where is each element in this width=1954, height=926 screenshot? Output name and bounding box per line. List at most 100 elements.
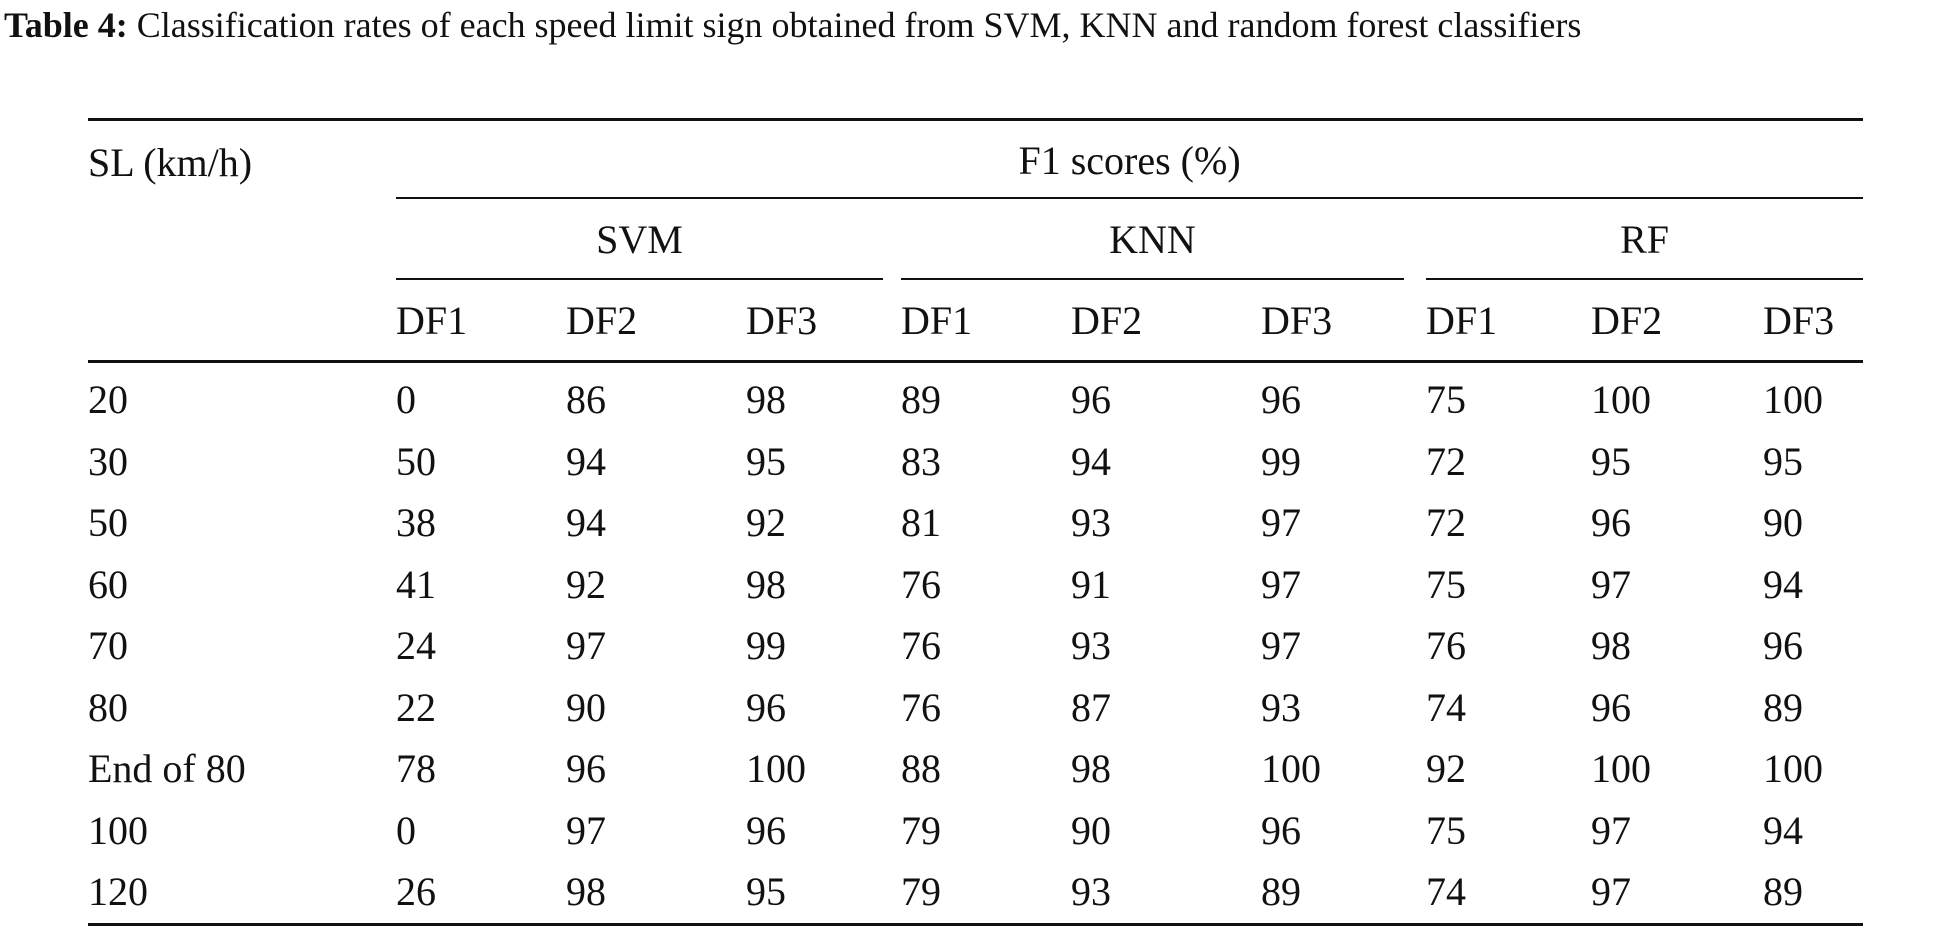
value-cell: 94 bbox=[566, 438, 606, 484]
value-cell: 89 bbox=[1763, 869, 1803, 915]
value-cell: 95 bbox=[1591, 438, 1631, 484]
value-cell: 98 bbox=[1071, 746, 1111, 792]
value-cell: 95 bbox=[746, 869, 786, 915]
table-caption: Table 4: Classification rates of each sp… bbox=[4, 2, 1950, 49]
value-cell: 96 bbox=[1763, 623, 1803, 669]
value-cell: 87 bbox=[1071, 684, 1111, 730]
value-cell: 41 bbox=[396, 561, 436, 607]
table-body: 20 0 86 98 89 96 96 75 100 100 30 50 94 95 83 94 99 72 95 9… bbox=[88, 362, 1864, 924]
value-cell: 96 bbox=[746, 684, 786, 730]
value-cell: 79 bbox=[901, 807, 941, 853]
table-row: 70 24 97 99 76 93 97 76 98 96 bbox=[88, 615, 1863, 677]
value-cell: 94 bbox=[566, 500, 606, 546]
row-label-cell: 60 bbox=[88, 561, 128, 607]
value-cell: 79 bbox=[901, 869, 941, 915]
value-cell: 75 bbox=[1426, 377, 1466, 423]
value-cell: 94 bbox=[1071, 438, 1111, 484]
value-cell: 98 bbox=[566, 869, 606, 915]
value-cell: 89 bbox=[901, 377, 941, 423]
value-cell: 72 bbox=[1426, 500, 1466, 546]
table-row: 50 38 94 92 81 93 97 72 96 90 bbox=[88, 492, 1863, 554]
value-cell: 83 bbox=[901, 438, 941, 484]
row-label-cell: 20 bbox=[88, 377, 128, 423]
group-header-knn: KNN bbox=[901, 199, 1426, 280]
value-cell: 96 bbox=[1261, 377, 1301, 423]
subcolumn-header: DF2 bbox=[566, 297, 638, 343]
subcolumn-header: DF2 bbox=[1591, 297, 1663, 343]
value-cell: 97 bbox=[566, 807, 606, 853]
spanning-header-rule bbox=[396, 197, 1864, 199]
value-cell: 89 bbox=[1763, 684, 1803, 730]
value-cell: 97 bbox=[566, 623, 606, 669]
group-header-label: RF bbox=[1620, 217, 1670, 262]
value-cell: 76 bbox=[901, 684, 941, 730]
value-cell: 72 bbox=[1426, 438, 1466, 484]
value-cell: 97 bbox=[1261, 500, 1301, 546]
row-label-cell: 30 bbox=[88, 438, 128, 484]
value-cell: 93 bbox=[1261, 684, 1301, 730]
value-cell: 90 bbox=[1763, 500, 1803, 546]
subcolumn-header: DF1 bbox=[901, 297, 973, 343]
subcolumn-header: DF3 bbox=[746, 297, 818, 343]
spanning-header-f1: F1 scores (%) bbox=[396, 120, 1864, 199]
header-row-2: SVM KNN RF bbox=[88, 199, 1864, 280]
row-label-cell: 100 bbox=[88, 807, 148, 853]
table-row: End of 80 78 96 100 88 98 100 92 100 100 bbox=[88, 738, 1863, 800]
value-cell: 99 bbox=[746, 623, 786, 669]
subcolumn-header: DF3 bbox=[1763, 297, 1835, 343]
value-cell: 95 bbox=[1763, 438, 1803, 484]
header-row-3: DF1 DF2 DF3 DF1 DF2 DF3 DF1 DF2 DF3 bbox=[88, 280, 1864, 362]
value-cell: 94 bbox=[1763, 807, 1803, 853]
value-cell: 100 bbox=[1591, 746, 1651, 792]
value-cell: 98 bbox=[746, 561, 786, 607]
value-cell: 96 bbox=[746, 807, 786, 853]
row-header-sl: SL (km/h) bbox=[88, 140, 253, 185]
value-cell: 91 bbox=[1071, 561, 1111, 607]
value-cell: 74 bbox=[1426, 869, 1466, 915]
value-cell: 93 bbox=[1071, 623, 1111, 669]
value-cell: 75 bbox=[1426, 807, 1466, 853]
table-row: 20 0 86 98 89 96 96 75 100 100 bbox=[88, 362, 1863, 431]
value-cell: 74 bbox=[1426, 684, 1466, 730]
value-cell: 97 bbox=[1261, 623, 1301, 669]
value-cell: 24 bbox=[396, 623, 436, 669]
table-row: 120 26 98 95 79 93 89 74 97 89 bbox=[88, 861, 1864, 924]
value-cell: 98 bbox=[1591, 623, 1631, 669]
value-cell: 98 bbox=[746, 377, 786, 423]
value-cell: 97 bbox=[1261, 561, 1301, 607]
table-header: SL (km/h) F1 scores (%) SVM KNN RF DF1 D… bbox=[88, 119, 1864, 362]
group-rule-svm bbox=[396, 278, 883, 280]
group-rule-rf bbox=[1426, 278, 1864, 280]
value-cell: 92 bbox=[566, 561, 606, 607]
table-row: 30 50 94 95 83 94 99 72 95 95 bbox=[88, 431, 1863, 493]
value-cell: 0 bbox=[396, 377, 416, 423]
value-cell: 76 bbox=[1426, 623, 1466, 669]
subcolumn-header: DF1 bbox=[396, 297, 468, 343]
value-cell: 96 bbox=[1261, 807, 1301, 853]
value-cell: 0 bbox=[396, 807, 416, 853]
group-rule-knn bbox=[901, 278, 1404, 280]
value-cell: 90 bbox=[566, 684, 606, 730]
value-cell: 96 bbox=[1591, 500, 1631, 546]
table-row: 80 22 90 96 76 87 93 74 96 89 bbox=[88, 677, 1863, 739]
value-cell: 89 bbox=[1261, 869, 1301, 915]
value-cell: 94 bbox=[1763, 561, 1803, 607]
value-cell: 81 bbox=[901, 500, 941, 546]
row-label-cell: 120 bbox=[88, 869, 148, 915]
value-cell: 96 bbox=[566, 746, 606, 792]
row-label-cell: 50 bbox=[88, 500, 128, 546]
value-cell: 100 bbox=[1591, 377, 1651, 423]
row-label-cell: End of 80 bbox=[88, 746, 246, 792]
group-header-rf: RF bbox=[1426, 199, 1864, 280]
value-cell: 100 bbox=[746, 746, 806, 792]
value-cell: 38 bbox=[396, 500, 436, 546]
value-cell: 50 bbox=[396, 438, 436, 484]
table-row: 100 0 97 96 79 90 96 75 97 94 bbox=[88, 800, 1863, 862]
value-cell: 78 bbox=[396, 746, 436, 792]
group-header-label: KNN bbox=[1109, 217, 1196, 262]
subcolumn-header: DF2 bbox=[1071, 297, 1143, 343]
group-header-label: SVM bbox=[596, 217, 683, 262]
value-cell: 76 bbox=[901, 623, 941, 669]
subcolumn-header: DF3 bbox=[1261, 297, 1333, 343]
value-cell: 93 bbox=[1071, 869, 1111, 915]
